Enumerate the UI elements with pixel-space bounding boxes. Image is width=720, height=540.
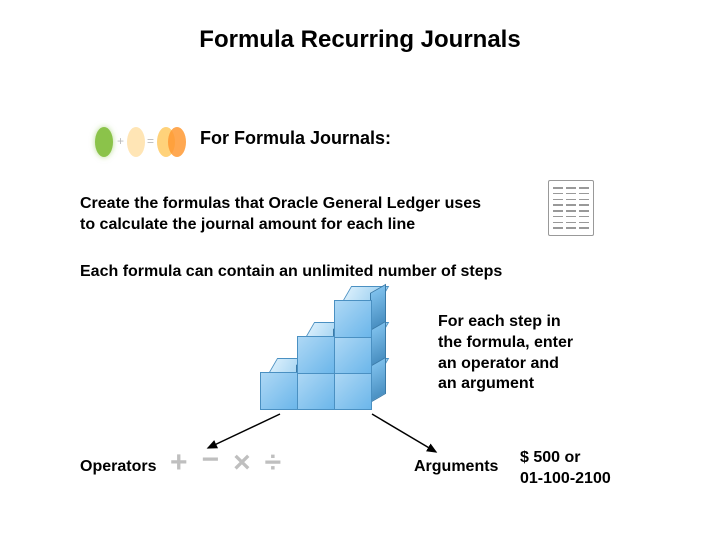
ledger-icon [548, 180, 594, 236]
arg-line1: $ 500 or [520, 449, 580, 466]
para2: Each formula can contain an unlimited nu… [80, 262, 502, 283]
operator-glyphs: + − × ÷ [170, 448, 281, 478]
para1-line1: Create the formulas that Oracle General … [80, 195, 481, 212]
para1-line2: to calculate the journal amount for each… [80, 216, 415, 233]
step-text-l1: For each step in [438, 313, 561, 330]
page-title: Formula Recurring Journals [0, 26, 720, 54]
plus-icon: + [170, 448, 188, 478]
arguments-label: Arguments [414, 458, 498, 476]
arg-line2: 01-100-2100 [520, 470, 611, 487]
step-text-l4: an argument [438, 375, 534, 392]
subheading: For Formula Journals: [200, 128, 391, 149]
cubes-icon [260, 300, 420, 410]
divide-icon: ÷ [265, 448, 281, 478]
step-text: For each step in the formula, enter an o… [438, 312, 573, 395]
step-text-l3: an operator and [438, 355, 559, 372]
step-text-l2: the formula, enter [438, 334, 573, 351]
venn-icon: + = [95, 122, 190, 162]
minus-icon: − [202, 445, 220, 475]
multiply-icon: × [233, 448, 251, 478]
para1: Create the formulas that Oracle General … [80, 194, 481, 236]
operators-label: Operators [80, 458, 156, 476]
argument-example: $ 500 or 01-100-2100 [520, 448, 611, 490]
